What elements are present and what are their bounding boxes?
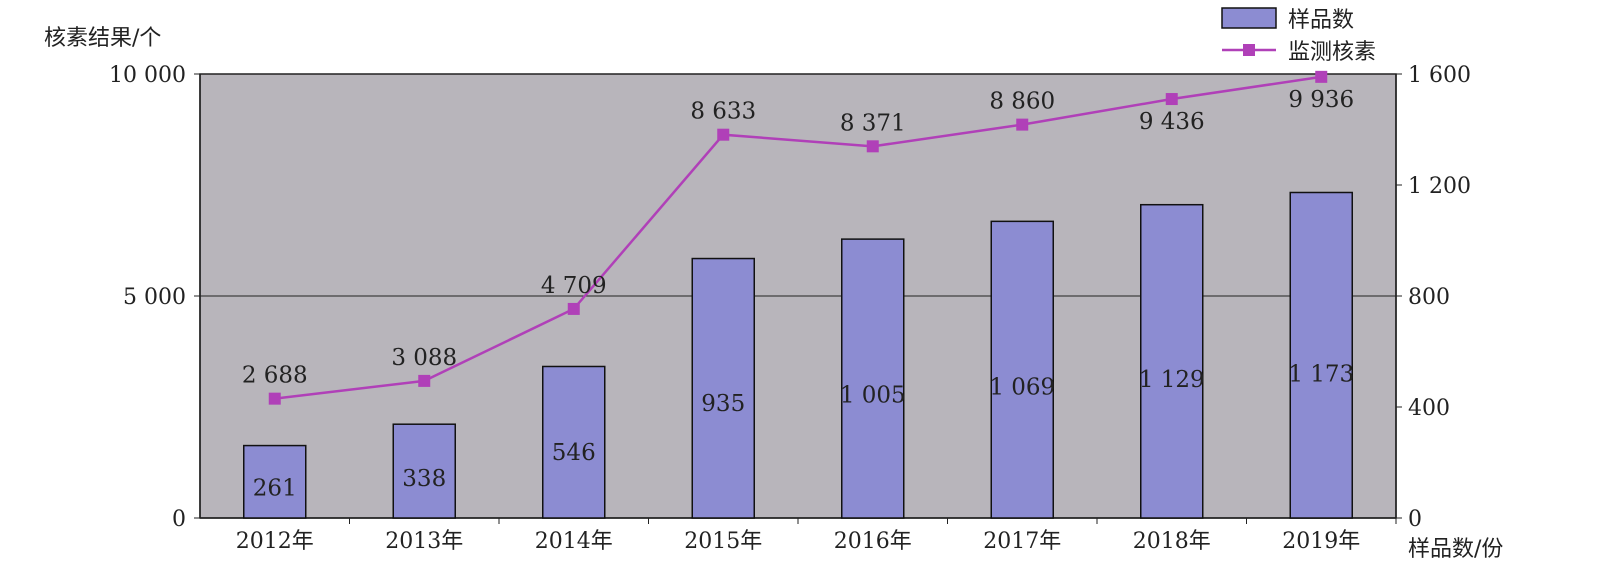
bar-sample-count	[542, 365, 606, 519]
bar-data-label: 935	[701, 391, 745, 417]
line-data-label: 9 436	[1139, 109, 1205, 135]
x-tick-label: 2015年	[684, 529, 762, 554]
bar-data-label: 261	[253, 475, 297, 501]
bar-data-label: 1 005	[840, 383, 906, 409]
line-marker	[418, 374, 431, 387]
line-marker	[1315, 70, 1328, 83]
line-monitored-nuclides	[274, 75, 1322, 400]
line-data-label: 2 688	[242, 363, 308, 389]
y-left-tick-label: 5 000	[123, 285, 186, 310]
line-data-label: 4 709	[541, 273, 607, 299]
y-left-tick-label: 0	[172, 507, 186, 532]
legend-line-marker	[1243, 44, 1255, 56]
bar-sample-count	[1289, 191, 1353, 519]
x-tick-label: 2014年	[535, 529, 613, 554]
y-right-tick-label: 1 600	[1408, 63, 1471, 88]
line-data-label: 8 633	[690, 99, 756, 125]
bar-sample-count	[691, 257, 755, 519]
x-tick-label: 2017年	[983, 529, 1061, 554]
line-data-label: 9 936	[1288, 87, 1354, 113]
bar-sample-count	[392, 423, 456, 519]
legend-bar-swatch	[1221, 7, 1277, 29]
legend-line-label: 监测核素	[1288, 40, 1376, 65]
y-right-tick-label: 400	[1408, 396, 1450, 421]
line-marker	[717, 128, 730, 141]
bar-sample-count	[1140, 203, 1204, 519]
y-right-axis-title: 样品数/份	[1408, 537, 1503, 562]
y-left-tick-label: 10 000	[109, 63, 186, 88]
line-marker	[1165, 93, 1178, 106]
line-data-label: 3 088	[391, 345, 457, 371]
bar-data-label: 338	[402, 466, 446, 492]
bar-sample-count	[243, 444, 307, 519]
bar-data-label: 546	[552, 440, 596, 466]
x-tick-label: 2016年	[834, 529, 912, 554]
y-left-axis-title: 核素结果/个	[44, 26, 161, 51]
x-tick-label: 2019年	[1282, 529, 1360, 554]
y-right-tick-label: 0	[1408, 507, 1422, 532]
line-data-label: 8 860	[989, 89, 1055, 115]
bar-data-label: 1 129	[1139, 367, 1205, 393]
legend-bar-label: 样品数	[1288, 8, 1354, 33]
bar-data-label: 1 069	[989, 375, 1055, 401]
y-right-tick-label: 1 200	[1408, 174, 1471, 199]
bar-data-label: 1 173	[1288, 362, 1354, 388]
line-marker	[1016, 118, 1029, 131]
y-right-tick-label: 800	[1408, 285, 1450, 310]
bar-sample-count	[990, 220, 1054, 519]
x-tick-label: 2012年	[236, 529, 314, 554]
x-tick-label: 2018年	[1133, 529, 1211, 554]
line-marker	[567, 302, 580, 315]
bar-sample-count	[841, 238, 905, 519]
line-data-label: 8 371	[840, 110, 906, 136]
line-marker	[866, 140, 879, 153]
x-tick-label: 2013年	[385, 529, 463, 554]
line-marker	[268, 392, 281, 405]
